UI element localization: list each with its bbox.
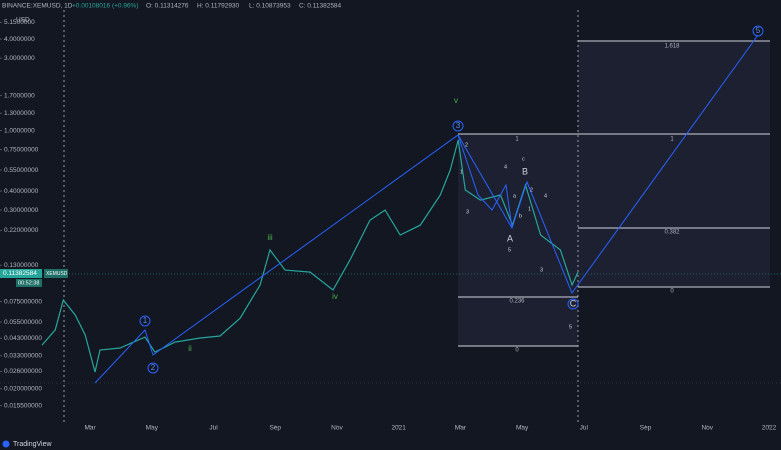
- wave-line: [457, 134, 513, 229]
- brand-logo: [2, 440, 10, 448]
- wave-label: 5: [508, 247, 511, 253]
- wave-circle: [752, 25, 764, 37]
- y-tick-label: 1.7000000: [4, 92, 35, 99]
- wave-label: 2: [530, 187, 533, 193]
- fib-label: 0: [515, 348, 519, 354]
- y-tick-label: 0.30000000: [4, 207, 39, 214]
- wave-label: C: [570, 298, 577, 308]
- timer-tag: [16, 279, 42, 287]
- y-tick-label: 0.055000000: [4, 319, 42, 326]
- x-tick-label: Jul: [580, 425, 589, 432]
- x-tick-label: 2022: [762, 425, 777, 432]
- x-tick-label: Nov: [331, 425, 343, 432]
- wave-circle: [139, 315, 151, 327]
- wave-label: 2: [465, 142, 468, 148]
- symbol[interactable]: BINANCE:XEMUSD, 1D: [2, 3, 73, 10]
- fib-label: 0.236: [509, 299, 525, 305]
- wave-label: a: [513, 193, 517, 199]
- y-tick-label: 0.033000000: [4, 352, 42, 359]
- brand[interactable]: TradingView: [13, 441, 52, 448]
- low: L: 0.10873953: [249, 3, 291, 10]
- wave-label: 4: [504, 164, 507, 170]
- legend: BINANCE:XEMUSD, 1D +0.00108016 (+0.96%) …: [2, 3, 342, 24]
- x-tick-label: 2021: [391, 425, 406, 432]
- wave-label: 3: [540, 267, 543, 273]
- fib-label: 0: [670, 289, 674, 295]
- wave-label: 1: [143, 316, 148, 325]
- wave-label: A: [507, 233, 513, 243]
- x-tick-label: Sep: [269, 425, 281, 432]
- y-tick-label: 0.015500000: [4, 402, 42, 409]
- y-tick-label: 0.13000000: [4, 262, 39, 269]
- y-tick-label: 0.020000000: [4, 386, 42, 393]
- wave-label: 1: [528, 206, 531, 212]
- y-tick-label: 0.043000000: [4, 335, 42, 342]
- wave-labels: 1 2 3 5 A B C ii iii iv v 2 1 3 4 5 c a …: [139, 25, 764, 374]
- y-tick-label: 0.40000000: [4, 188, 39, 195]
- fib-label: 0.382: [664, 230, 680, 236]
- wave-label: iii: [267, 233, 273, 242]
- close: C: 0.11382584: [299, 3, 342, 10]
- wave-label: v: [454, 96, 458, 105]
- fib-label: 1: [515, 137, 519, 143]
- y-tick-label: 0.026000000: [4, 368, 42, 375]
- open: O: 0.11314276: [146, 3, 189, 10]
- wave-label: B: [522, 166, 528, 176]
- wave-label: 4: [544, 193, 547, 199]
- fib-label: 1.618: [664, 44, 680, 50]
- price-tag: [0, 269, 42, 278]
- y-tick-label: 3.0000000: [4, 55, 35, 62]
- wave-label: 3: [466, 209, 469, 215]
- plot: [41, 139, 579, 373]
- wave-label: b: [519, 213, 522, 219]
- x-tick-label: Nov: [701, 425, 713, 432]
- fib-left: 1 0.236 0: [458, 133, 578, 354]
- pair-tag: [44, 269, 68, 278]
- wave-label: 5: [569, 324, 572, 330]
- wave-label: 2: [151, 363, 156, 372]
- fib-label: 1: [670, 137, 674, 143]
- x-tick-label: Mar: [85, 425, 97, 432]
- price-tag-value: 0.11382584: [3, 270, 37, 277]
- wave-circle: [567, 298, 579, 310]
- x-tick-label: Sep: [640, 425, 652, 432]
- wave-label: c: [522, 156, 525, 162]
- wave-label: 1: [460, 169, 463, 175]
- currency: USD: [16, 17, 30, 24]
- x-tick-label: May: [146, 425, 159, 432]
- y-tick-label: 0.22000000: [4, 227, 39, 234]
- timer-text: 00:52:38: [18, 280, 39, 286]
- y-tick-label: 5.1500000: [4, 19, 35, 26]
- fib-zone-right: [578, 41, 770, 287]
- wave-circle: [147, 362, 159, 374]
- change: +0.00108016 (+0.96%): [72, 3, 139, 10]
- wave-label: 5: [756, 26, 761, 35]
- y-tick-label: 1.3000000: [4, 110, 35, 117]
- y-tick-label: 0.075000000: [4, 298, 42, 305]
- x-tick-label: Jul: [209, 425, 218, 432]
- x-tick-label: May: [516, 425, 529, 432]
- wave-label: ii: [188, 344, 192, 353]
- pair-tag-text: XEMUSD: [46, 271, 68, 277]
- wave-label: 3: [456, 121, 461, 130]
- fib-right: 1.618 1 0.382 0: [578, 40, 770, 295]
- wave-label: iv: [332, 292, 338, 301]
- wave-line: [94, 34, 759, 384]
- wave-circle: [452, 120, 464, 132]
- y-tick-label: 1.0000000: [4, 127, 35, 134]
- y-tick-label: 0.55000000: [4, 167, 39, 174]
- x-tick-label: Mar: [455, 425, 467, 432]
- y-tick-label: 0.75000000: [4, 146, 39, 153]
- y-tick-label: 4.0000000: [4, 36, 35, 43]
- high: H: 0.11792930: [197, 3, 240, 10]
- price-line: [41, 139, 579, 373]
